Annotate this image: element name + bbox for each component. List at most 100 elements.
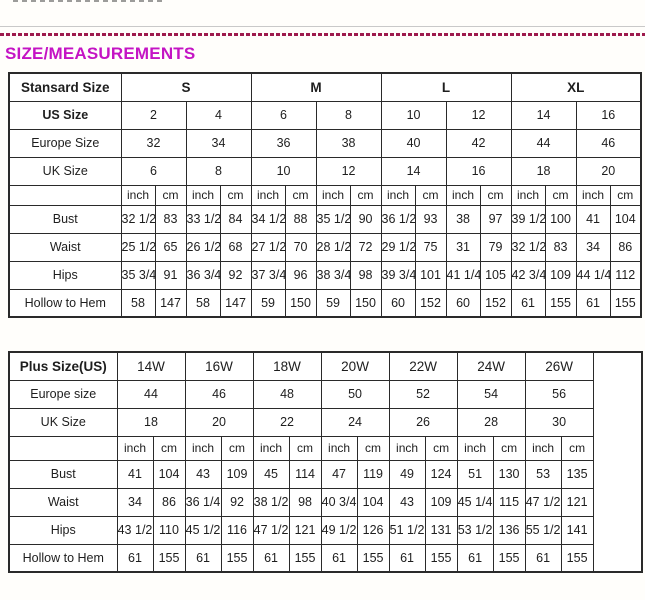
measurement-cell: 45 1/2 — [184, 515, 222, 545]
measurement-cell: 61 — [524, 543, 562, 573]
unit-label: inch — [380, 184, 416, 206]
measurement-cell: 42 3/4 — [510, 260, 546, 290]
row-label: Europe size — [8, 379, 118, 409]
measurement-cell: 45 — [252, 459, 290, 489]
measurement-cell: 12 — [315, 156, 382, 186]
size-group-row: Stansard Size S M L XL — [8, 72, 642, 102]
measurement-cell: 58 — [185, 288, 221, 318]
measurement-cell: 83 — [544, 232, 577, 262]
unit-label: inch — [185, 184, 221, 206]
unit-label: inch — [252, 435, 290, 461]
unit-label: inch — [524, 435, 562, 461]
measurement-cell: 56 — [524, 379, 594, 409]
hips-row: Hips 35 3/4 91 36 3/4 92 37 3/4 96 38 3/4 98 39 3… — [8, 260, 642, 290]
measurement-cell: 8 — [185, 156, 252, 186]
unit-label: inch — [116, 435, 154, 461]
measurement-cell: 61 — [575, 288, 611, 318]
row-label: Waist — [8, 232, 122, 262]
unit-label: inch — [456, 435, 494, 461]
measurement-cell: 70 — [284, 232, 317, 262]
measurement-cell: 41 — [116, 459, 154, 489]
measurement-cell: 51 1/2 — [388, 515, 426, 545]
measurement-cell: 43 — [184, 459, 222, 489]
plus-size-table-body: Plus Size(US) 14W 16W 18W 20W 22W 24W 26W Europe… — [8, 351, 643, 573]
measurement-cell: 30 — [524, 407, 594, 437]
cropped-text-artifact — [13, 0, 165, 2]
measurement-cell: 130 — [492, 459, 526, 489]
measurement-cell: 61 — [116, 543, 154, 573]
size-group-26w: 26W — [524, 351, 594, 381]
row-label: Hips — [8, 260, 122, 290]
measurement-cell: 92 — [220, 487, 254, 517]
measurement-cell: 51 — [456, 459, 494, 489]
measurement-cell: 36 3/4 — [185, 260, 221, 290]
measurement-cell: 44 1/4 — [575, 260, 611, 290]
measurement-cell: 54 — [456, 379, 526, 409]
measurement-cell: 4 — [185, 100, 252, 130]
unit-label: inch — [320, 435, 358, 461]
measurement-cell: 58 — [120, 288, 156, 318]
measurement-cell: 61 — [252, 543, 290, 573]
measurement-cell: 68 — [219, 232, 252, 262]
size-group-s: S — [120, 72, 252, 102]
measurement-cell: 8 — [315, 100, 382, 130]
measurement-cell: 60 — [445, 288, 481, 318]
measurement-cell: 112 — [609, 260, 642, 290]
measurement-cell: 32 1/2 — [510, 232, 546, 262]
measurement-cell: 152 — [479, 288, 512, 318]
measurement-cell: 126 — [356, 515, 390, 545]
measurement-cell: 38 1/2 — [252, 487, 290, 517]
measurement-cell: 41 1/4 — [445, 260, 481, 290]
uk-size-row: UK Size 18 20 22 24 26 28 30 — [8, 407, 642, 437]
page-title: SIZE/MEASUREMENTS — [5, 44, 196, 63]
measurement-cell: 79 — [479, 232, 512, 262]
row-label: Europe Size — [8, 128, 122, 158]
measurement-cell: 28 — [456, 407, 526, 437]
measurement-cell: 20 — [575, 156, 642, 186]
size-group-22w: 22W — [388, 351, 458, 381]
measurement-cell: 141 — [560, 515, 594, 545]
unit-label: cm — [560, 435, 594, 461]
unit-label: cm — [288, 435, 322, 461]
measurement-cell: 38 — [315, 128, 382, 158]
measurement-cell: 31 — [445, 232, 481, 262]
measurement-cell: 34 — [575, 232, 611, 262]
measurement-cell: 47 1/2 — [524, 487, 562, 517]
measurement-cell: 84 — [219, 204, 252, 234]
measurement-cell: 43 1/2 — [116, 515, 154, 545]
unit-label: cm — [609, 184, 642, 206]
measurement-cell: 61 — [510, 288, 546, 318]
plus-size-row: Plus Size(US) 14W 16W 18W 20W 22W 24W 26W — [8, 351, 643, 573]
measurement-cell: 40 — [380, 128, 447, 158]
unit-label: cm — [154, 184, 187, 206]
measurement-cell: 115 — [492, 487, 526, 517]
measurement-cell: 92 — [219, 260, 252, 290]
measurement-cell: 52 — [388, 379, 458, 409]
unit-label: cm — [544, 184, 577, 206]
measurement-cell: 49 1/2 — [320, 515, 358, 545]
measurement-cell: 50 — [320, 379, 390, 409]
measurement-cell: 44 — [510, 128, 577, 158]
measurement-cell: 60 — [380, 288, 416, 318]
unit-label: inch — [250, 184, 286, 206]
measurement-cell: 59 — [315, 288, 351, 318]
measurement-cell: 109 — [220, 459, 254, 489]
unit-label: inch — [315, 184, 351, 206]
hollow-to-hem-row: Hollow to Hem 58 147 58 147 59 150 59 150 60 152 60… — [8, 288, 642, 318]
measurement-cell: 53 — [524, 459, 562, 489]
unit-label: cm — [219, 184, 252, 206]
measurement-cell: 36 1/2 — [380, 204, 416, 234]
measurement-cell: 109 — [544, 260, 577, 290]
row-label: Bust — [8, 204, 122, 234]
measurement-cell: 26 — [388, 407, 458, 437]
measurement-cell: 35 3/4 — [120, 260, 156, 290]
measurement-cell: 61 — [388, 543, 426, 573]
measurement-cell: 109 — [424, 487, 458, 517]
unit-label: cm — [152, 435, 186, 461]
measurement-cell: 36 1/4 — [184, 487, 222, 517]
measurement-cell: 124 — [424, 459, 458, 489]
measurement-cell: 152 — [414, 288, 447, 318]
measurement-cell: 96 — [284, 260, 317, 290]
measurement-cell: 32 — [120, 128, 187, 158]
